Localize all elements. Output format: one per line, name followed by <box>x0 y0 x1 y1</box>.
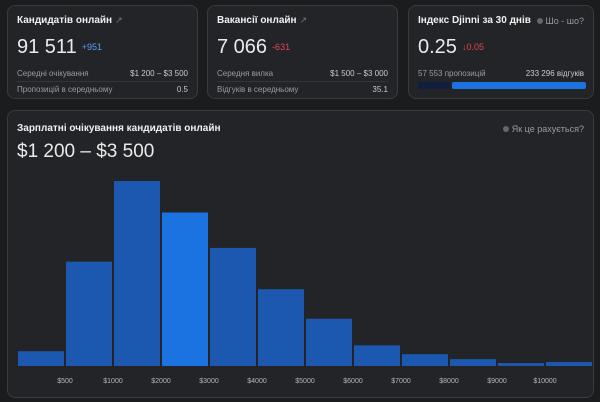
x-tick-label: $6000 <box>343 378 363 385</box>
offers-bar <box>418 82 450 89</box>
index-card: Індекс Djinni за 30 днів Шо - шо? 0.25 ↓0… <box>408 5 594 99</box>
value-text: 91 511 <box>17 36 77 58</box>
responses: 233 296 відгуків <box>525 69 584 78</box>
x-tick-label: $7000 <box>391 378 411 385</box>
card-title: Зарплатні очікування кандидатів онлайн <box>17 123 221 134</box>
bar <box>306 318 352 366</box>
histogram: $500 $1000 $2000 $3000 $4000 $5000 $6000 $7000 $… <box>18 181 592 385</box>
row: Пропозицій в середньому 0.5 <box>17 85 188 94</box>
bar <box>162 212 208 366</box>
row-label: Середня вилка <box>217 69 274 78</box>
responses-bar <box>452 82 586 89</box>
card-title: Кандидатів онлайн ↗ <box>17 15 123 26</box>
bar <box>546 362 592 366</box>
row-value: 35.1 <box>372 85 388 94</box>
x-tick-label: $10000 <box>533 378 556 385</box>
delta: -631 <box>272 42 291 52</box>
x-tick-label: $5000 <box>295 378 315 385</box>
x-tick-label: $3000 <box>199 378 219 385</box>
row: Середні очікування $1 200 – $3 500 <box>17 69 188 78</box>
salary-card: Зарплатні очікування кандидатів онлайн Я… <box>7 110 594 398</box>
card-title: Вакансії онлайн ↗ <box>217 15 308 26</box>
row-label: Пропозицій в середньому <box>17 85 113 94</box>
row-label: Відгуків в середньому <box>217 85 299 94</box>
bar <box>498 363 544 366</box>
row-value: 0.5 <box>176 85 188 94</box>
vacancies-card: Вакансії онлайн ↗ 7 066 -631 Середня вилка… <box>207 5 398 99</box>
delta: ↓0.05 <box>461 42 484 52</box>
bar <box>402 354 448 366</box>
bar <box>114 181 160 366</box>
bar <box>66 261 112 366</box>
help-link[interactable]: Як це рахується? <box>502 124 584 134</box>
bar <box>258 289 304 366</box>
bar <box>354 345 400 366</box>
delta: +951 <box>81 42 102 52</box>
row: Відгуків в середньому 35.1 <box>217 85 388 94</box>
x-tick-label: $4000 <box>247 378 267 385</box>
row-value: $1 500 – $3 000 <box>330 69 388 78</box>
row: 57 553 пропозицій 233 296 відгуків <box>418 69 584 78</box>
x-tick-label: $2000 <box>151 378 171 385</box>
bar <box>450 359 496 366</box>
salary-range: $1 200 – $3 500 <box>17 141 155 162</box>
row-value: $1 200 – $3 500 <box>130 69 188 78</box>
candidates-card: Кандидатів онлайн ↗ 91 511 +951 Середні оч… <box>7 5 198 99</box>
x-tick-label: $500 <box>57 378 73 385</box>
card-value: 0.25 ↓0.05 <box>418 36 484 59</box>
link-text[interactable]: Як це рахується? <box>511 124 584 134</box>
title-text: Вакансії онлайн <box>217 15 297 26</box>
value-text: 0.25 <box>418 36 457 58</box>
link-text[interactable]: Шо - шо? <box>545 16 584 26</box>
x-tick-label: $8000 <box>439 378 459 385</box>
card-value: 91 511 +951 <box>17 36 102 59</box>
row-label: Середні очікування <box>17 69 89 78</box>
row: Середня вилка $1 500 – $3 000 <box>217 69 388 78</box>
x-tick-label: $1000 <box>103 378 123 385</box>
card-value: 7 066 -631 <box>217 36 290 59</box>
offers: 57 553 пропозицій <box>418 69 486 78</box>
help-link[interactable]: Шо - шо? <box>536 16 584 26</box>
card-title: Індекс Djinni за 30 днів <box>418 15 531 26</box>
bar <box>210 247 256 366</box>
bar <box>18 351 64 366</box>
value-text: 7 066 <box>217 36 268 58</box>
title-text: Кандидатів онлайн <box>17 15 113 26</box>
x-tick-label: $9000 <box>487 378 507 385</box>
